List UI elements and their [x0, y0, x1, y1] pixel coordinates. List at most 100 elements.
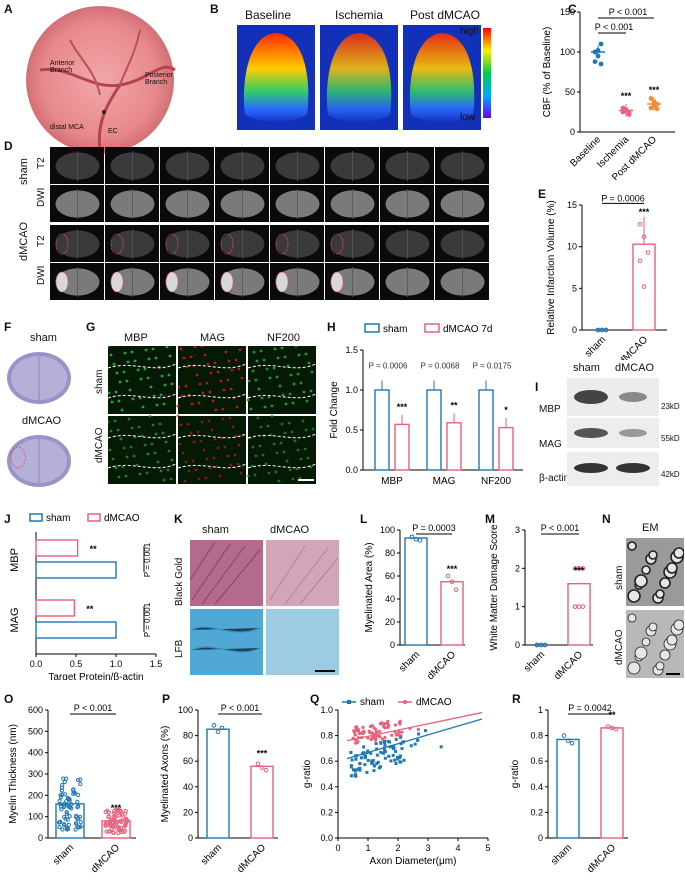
- col-dmcao: dMCAO: [270, 524, 310, 536]
- data-point: [372, 764, 376, 768]
- stain-signal: [216, 370, 220, 374]
- boundary-line: [177, 393, 247, 399]
- stain-signal: [304, 428, 308, 432]
- y-tick-label: MBP: [9, 548, 21, 572]
- stain-signal: [296, 372, 300, 376]
- data-point: [75, 816, 80, 821]
- stain-signal: [293, 439, 297, 443]
- stain-signal: [297, 353, 301, 357]
- y-tick-label: 50: [565, 87, 575, 97]
- data-point: [534, 642, 540, 648]
- infarct-outline: [275, 233, 289, 255]
- colorbar-high: high: [460, 26, 479, 37]
- stain-signal: [115, 371, 119, 375]
- stain-signal: [108, 420, 110, 424]
- data-point: [361, 751, 365, 755]
- axon: [648, 550, 658, 560]
- em-images: [626, 538, 684, 678]
- label-ec: EC: [108, 128, 118, 135]
- y-axis-label: CBF (% of Baseline): [542, 27, 553, 118]
- axon: [655, 661, 665, 671]
- data-point: [365, 770, 369, 774]
- y-tick-label: 80: [183, 731, 193, 741]
- y-tick-label: 0: [515, 640, 520, 650]
- col-label-ischemia: Ischemia: [335, 8, 384, 22]
- stain-signal: [226, 378, 230, 382]
- mri-grid: [50, 147, 489, 300]
- panel-k: K sham dMCAO Black Gold LFB: [172, 510, 347, 685]
- data-point: [393, 758, 397, 762]
- data-point: [62, 779, 67, 784]
- data-point: [389, 759, 393, 763]
- stain-signal: [276, 356, 280, 360]
- stain-signal: [252, 350, 256, 354]
- x-axis-label: Axon Diameter(μm): [370, 856, 457, 867]
- y-tick-label: 40: [183, 782, 193, 792]
- stain-signal: [177, 385, 181, 389]
- data-point: [122, 828, 127, 833]
- stain-signal: [109, 429, 113, 433]
- size-42kd: 42kD: [661, 470, 680, 479]
- bar: [206, 728, 230, 839]
- bar: [567, 582, 591, 646]
- stain-signal: [311, 427, 315, 431]
- stain-signal: [257, 387, 261, 391]
- data-point: [637, 258, 643, 264]
- panel-j: J sham dMCAO 0.0 0.5 1.0 1.5 Target Protein/β-…: [0, 510, 170, 683]
- stain-signal: [282, 450, 286, 454]
- stain-signal: [205, 381, 209, 385]
- data-point: [396, 755, 400, 759]
- row-sham: sham: [94, 369, 105, 394]
- data-point: [383, 748, 387, 752]
- data-point: [76, 804, 81, 809]
- bar: [556, 738, 580, 839]
- y-tick-label: 2: [515, 563, 520, 573]
- panel-letter: R: [512, 692, 521, 706]
- y-tick-label: 1: [538, 705, 543, 715]
- data-point: [449, 579, 455, 585]
- chart-p: 0 20 40 60 80 100 Myelinated Axons (%) sham *** d…: [160, 703, 278, 875]
- label-dmcao: dMCAO: [22, 415, 62, 427]
- y-tick-label: 1.5: [345, 345, 358, 355]
- y-axis-label: Fold Change: [329, 381, 340, 439]
- y-tick-label: 0: [390, 640, 395, 650]
- stain-signal: [114, 390, 118, 394]
- data-point: [263, 767, 269, 773]
- y-tick-label: 150: [560, 7, 575, 17]
- axon: [659, 577, 671, 589]
- stain-signal: [287, 421, 291, 425]
- x-tick-label: NF200: [481, 476, 511, 487]
- data-point: [383, 726, 387, 730]
- data-point: [394, 749, 398, 753]
- data-point: [57, 798, 62, 803]
- data-point: [115, 819, 120, 825]
- stain-signal: [130, 350, 134, 354]
- stain-signal: [280, 422, 284, 426]
- histology-images: [190, 540, 339, 675]
- stain-signal: [305, 399, 309, 403]
- data-point: [61, 821, 67, 827]
- data-point: [78, 777, 83, 782]
- axon: [627, 541, 637, 551]
- data-point: [397, 730, 401, 734]
- legend-label: dMCAO: [416, 697, 452, 708]
- data-point: [366, 758, 370, 762]
- legend-swatch: [87, 513, 101, 522]
- stain-signal: [275, 375, 279, 379]
- stain-signal: [151, 347, 155, 351]
- data-point: [363, 763, 367, 767]
- boundary-line: [247, 393, 317, 399]
- y-axis-label: Myelinated Axons (%): [160, 726, 171, 823]
- stain-signal: [212, 456, 216, 460]
- significance: ***: [574, 566, 585, 576]
- colorbar-low: low: [460, 112, 476, 123]
- stain-signal: [259, 425, 263, 429]
- data-point: [413, 742, 417, 746]
- colorbar: [483, 28, 491, 118]
- infarct-outline: [220, 233, 234, 255]
- stain-signal: [121, 465, 125, 469]
- x-tick-label: 2: [395, 843, 400, 853]
- data-point: [118, 828, 123, 833]
- data-point: [351, 768, 355, 772]
